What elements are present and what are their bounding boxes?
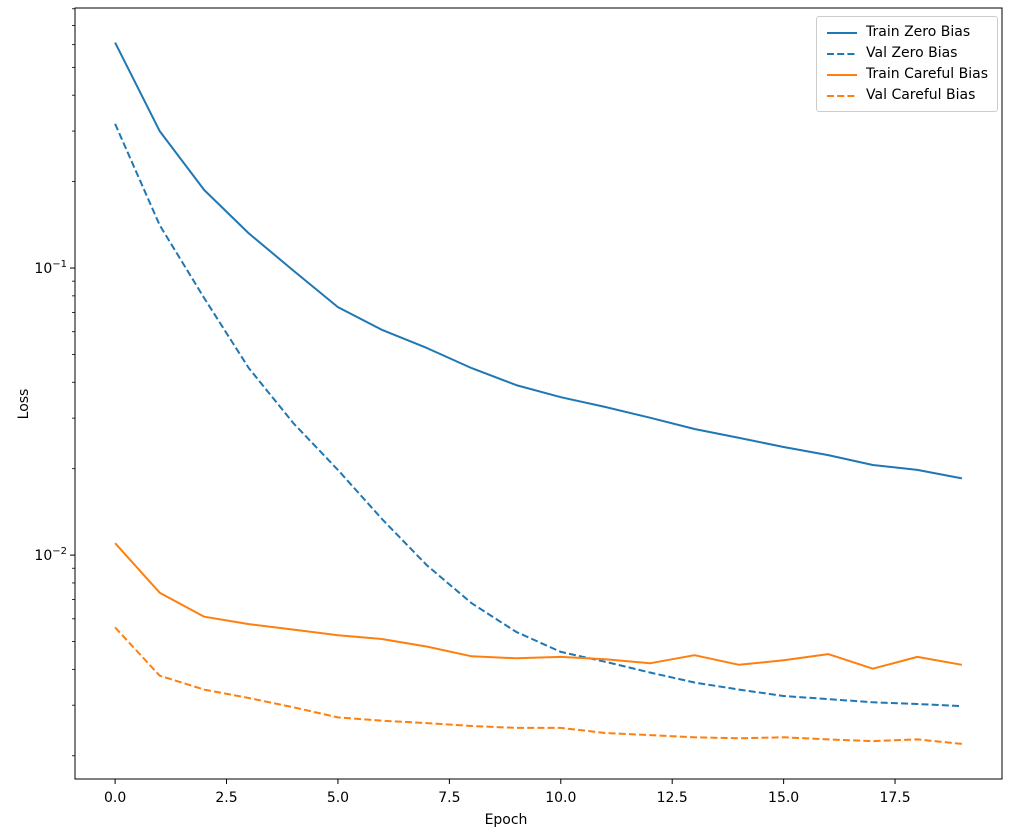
legend-line-sample-val-careful-bias bbox=[827, 94, 858, 97]
y-axis-label: Loss bbox=[16, 388, 32, 420]
x-tick-label: 7.5 bbox=[438, 790, 460, 806]
legend-item-val-careful-bias: Val Careful Bias bbox=[826, 85, 988, 106]
legend-line-sample-train-zero-bias bbox=[827, 31, 858, 34]
y-tick-label: 10−2 bbox=[34, 546, 67, 564]
plot-frame bbox=[74, 7, 1003, 780]
legend-item-val-zero-bias: Val Zero Bias bbox=[826, 43, 988, 64]
series-line-val-careful-bias bbox=[114, 626, 963, 745]
legend-label-train-careful-bias: Train Careful Bias bbox=[866, 66, 988, 82]
x-tick-label: 12.5 bbox=[657, 790, 688, 806]
legend-item-train-zero-bias: Train Zero Bias bbox=[826, 22, 988, 43]
x-axis-label: Epoch bbox=[484, 812, 528, 828]
y-tick-label: 10−1 bbox=[34, 259, 67, 277]
x-tick-label: 17.5 bbox=[879, 790, 910, 806]
legend-line-sample-train-careful-bias bbox=[827, 73, 858, 76]
legend-label-train-zero-bias: Train Zero Bias bbox=[866, 24, 971, 40]
x-tick-label: 10.0 bbox=[545, 790, 576, 806]
x-tick-label: 2.5 bbox=[215, 790, 237, 806]
x-tick-label: 5.0 bbox=[327, 790, 349, 806]
legend-label-val-zero-bias: Val Zero Bias bbox=[866, 45, 958, 61]
legend: Train Zero Bias Val Zero Bias Train Carefu… bbox=[816, 16, 998, 112]
x-tick-label: 15.0 bbox=[768, 790, 799, 806]
legend-label-val-careful-bias: Val Careful Bias bbox=[866, 87, 976, 103]
series-line-train-careful-bias bbox=[114, 542, 963, 670]
legend-item-train-careful-bias: Train Careful Bias bbox=[826, 64, 988, 85]
series-line-train-zero-bias bbox=[114, 42, 963, 480]
series-line-val-zero-bias bbox=[114, 123, 962, 708]
legend-line-sample-val-zero-bias bbox=[827, 52, 858, 55]
x-tick-label: 0.0 bbox=[104, 790, 126, 806]
